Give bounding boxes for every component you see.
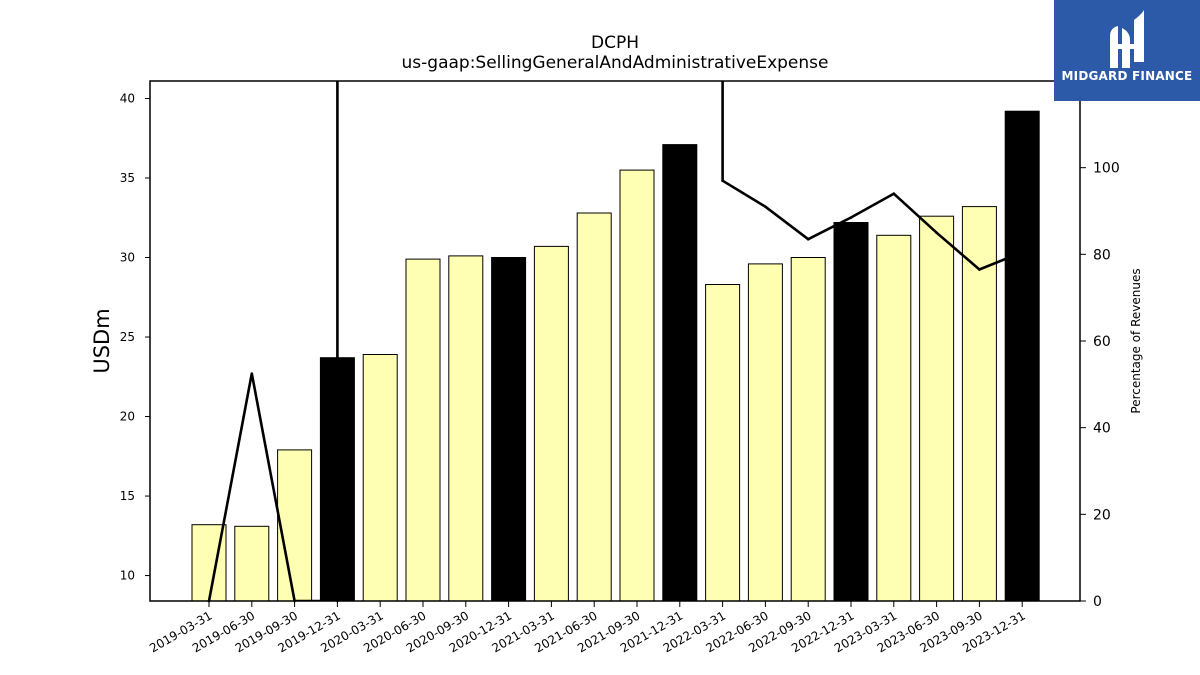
line-point <box>250 372 254 375</box>
chart-subtitle: us-gaap:SellingGeneralAndAdministrativeE… <box>402 53 829 73</box>
left-axis: 10 15 20 25 30 35 40 <box>120 91 150 583</box>
quarter-bar <box>533 245 569 602</box>
line-point <box>721 179 724 182</box>
y-tick-label: 25 <box>120 330 135 344</box>
annual-bar <box>662 144 698 602</box>
y2-axis-label: Percentage of Revenues <box>1129 268 1143 413</box>
annual-bar <box>491 257 527 602</box>
line-point <box>935 231 938 234</box>
y-tick-label: 40 <box>120 91 135 105</box>
quarter-bar <box>747 263 783 602</box>
quarter-bar <box>277 449 313 602</box>
midgard-logo-icon <box>1110 10 1144 68</box>
x-axis: 2019-03-312019-06-302019-09-302019-12-31… <box>147 601 1028 655</box>
bar-group <box>191 110 1040 602</box>
quarter-bar <box>448 255 484 602</box>
y2-tick-label: 100 <box>1093 161 1120 177</box>
y2-tick-label: 40 <box>1093 421 1111 437</box>
annual-bar <box>1004 110 1040 602</box>
y-tick-label: 15 <box>120 489 135 503</box>
line-point <box>892 192 896 195</box>
right-axis: 0 20 40 60 80 100 <box>1080 161 1120 610</box>
quarter-bar <box>790 257 826 602</box>
line-group <box>207 81 1024 603</box>
line-point <box>806 237 810 241</box>
quarter-bar <box>705 284 741 602</box>
quarter-bar <box>961 206 997 602</box>
y-axis-label: USDm <box>90 308 114 373</box>
line-point <box>1020 250 1024 254</box>
chart-title: DCPH <box>591 33 639 53</box>
quarter-bar <box>919 215 955 602</box>
line-point <box>849 216 853 219</box>
quarter-bar <box>619 169 655 602</box>
y-tick-label: 10 <box>120 569 135 583</box>
quarter-bar <box>405 258 441 602</box>
y2-tick-label: 60 <box>1093 334 1111 350</box>
quarter-bar <box>576 212 612 602</box>
midgard-finance-logo: MIDGARD FINANCE <box>1054 0 1200 101</box>
y2-tick-label: 20 <box>1093 507 1111 523</box>
logo-text: MIDGARD FINANCE <box>1061 69 1193 83</box>
annual-bar <box>833 222 869 602</box>
quarter-bar <box>876 234 912 602</box>
quarter-bar <box>234 525 270 602</box>
line-point <box>764 205 767 208</box>
y-tick-label: 20 <box>120 410 135 424</box>
quarter-bar <box>362 354 398 602</box>
y-tick-label: 35 <box>120 171 135 185</box>
y-tick-label: 30 <box>120 251 135 265</box>
line-point <box>978 268 981 271</box>
y2-tick-label: 80 <box>1093 247 1111 263</box>
y2-tick-label: 0 <box>1093 594 1102 610</box>
